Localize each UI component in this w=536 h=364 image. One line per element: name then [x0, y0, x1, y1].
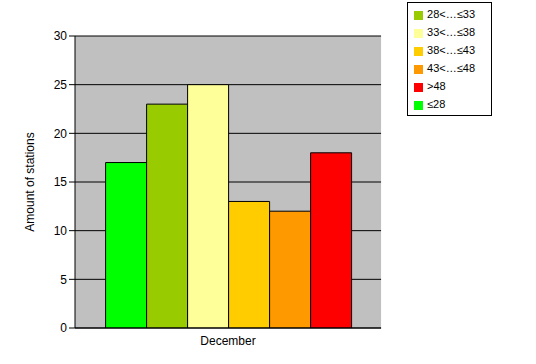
svg-text:0: 0 — [60, 321, 67, 335]
html-text:>48: >48 — [427, 80, 446, 92]
svg-text:25: 25 — [54, 78, 68, 92]
svg-text:Amount of stations: Amount of stations — [23, 132, 37, 231]
svg-text:20: 20 — [54, 127, 68, 141]
svg-text:December: December — [200, 334, 255, 348]
html-text:38<…≤43: 38<…≤43 — [427, 44, 475, 56]
html-text:≤28: ≤28 — [427, 98, 446, 110]
html-text:43<…≤48: 43<…≤48 — [427, 62, 475, 74]
svg-text:30: 30 — [54, 29, 68, 43]
html-text:28<…≤33: 28<…≤33 — [427, 8, 475, 20]
html-text:33<…≤38: 33<…≤38 — [427, 26, 475, 38]
svg-text:5: 5 — [60, 273, 67, 287]
svg-text:10: 10 — [54, 224, 68, 238]
svg-text:15: 15 — [54, 175, 68, 189]
